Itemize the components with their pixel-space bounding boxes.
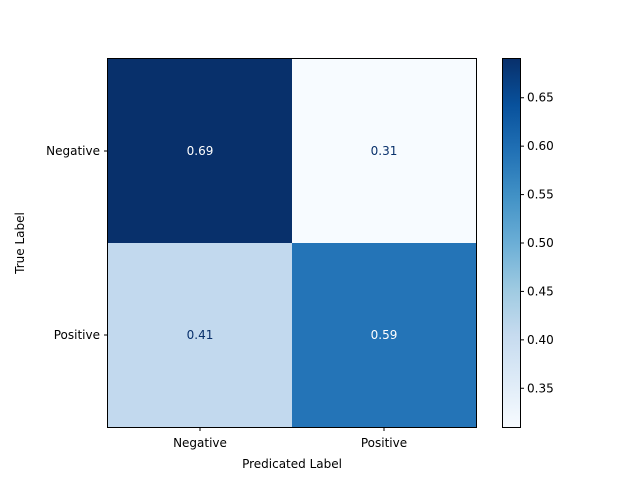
y-axis-label: True Label bbox=[13, 212, 27, 275]
cell-value-label: 0.59 bbox=[371, 328, 398, 342]
colorbar bbox=[502, 59, 520, 427]
colorbar-tick-label: 0.60 bbox=[527, 139, 554, 153]
colorbar-ticks: 0.35 0.40 0.45 0.50 0.55 0.60 0.65 bbox=[520, 91, 554, 395]
y-axis-ticks: Negative Positive bbox=[46, 144, 108, 342]
cell-value-label: 0.69 bbox=[187, 144, 214, 158]
colorbar-tick-label: 0.40 bbox=[527, 333, 554, 347]
colorbar-tick-label: 0.65 bbox=[527, 91, 554, 105]
heatmap-cell bbox=[108, 59, 292, 243]
heatmap-cell bbox=[292, 59, 476, 243]
heatmap-cell bbox=[108, 243, 292, 427]
x-axis-label: Predicated Label bbox=[242, 457, 342, 471]
x-tick-label: Negative bbox=[173, 436, 227, 450]
cell-value-label: 0.41 bbox=[187, 328, 214, 342]
colorbar-tick-label: 0.50 bbox=[527, 236, 554, 250]
heatmap-cells bbox=[108, 59, 476, 427]
cell-value-labels: 0.69 0.31 0.41 0.59 bbox=[187, 144, 398, 342]
colorbar-tick-label: 0.35 bbox=[527, 381, 554, 395]
y-tick-label: Negative bbox=[46, 144, 100, 158]
cell-value-label: 0.31 bbox=[371, 144, 398, 158]
colorbar-tick-label: 0.45 bbox=[527, 284, 554, 298]
colorbar-tick-label: 0.55 bbox=[527, 188, 554, 202]
x-tick-label: Positive bbox=[361, 436, 407, 450]
plot-frame bbox=[107, 58, 477, 428]
x-axis-ticks: Negative Positive bbox=[173, 427, 407, 450]
heatmap-cell bbox=[292, 243, 476, 427]
y-tick-label: Positive bbox=[54, 328, 100, 342]
